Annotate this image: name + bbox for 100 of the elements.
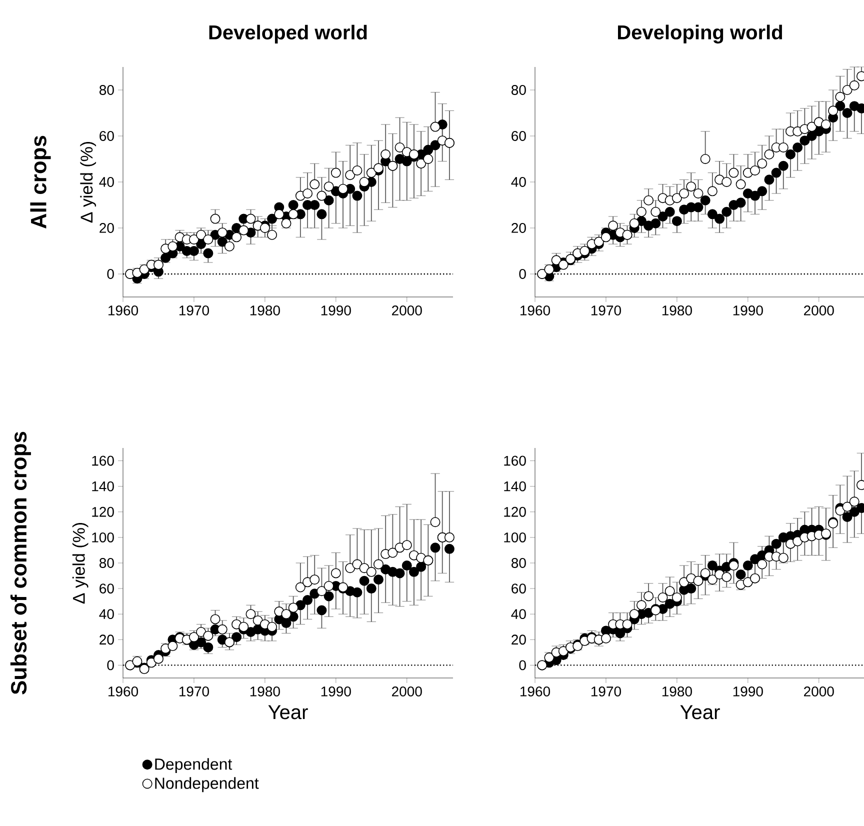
point: [246, 609, 256, 620]
point: [188, 632, 199, 642]
x-tick-label: 1980: [662, 306, 692, 316]
y-tick-label: 60: [512, 584, 526, 594]
point: [444, 532, 454, 542]
point: [316, 586, 327, 596]
point: [806, 130, 817, 141]
point: [771, 168, 782, 178]
point: [842, 108, 852, 118]
point: [658, 211, 668, 222]
point: [224, 241, 234, 252]
point: [664, 586, 675, 596]
y-tick-label: 80: [512, 85, 526, 95]
point: [316, 190, 327, 201]
text: All crops: [30, 136, 51, 229]
point: [402, 156, 412, 166]
point: [160, 252, 171, 263]
point: [736, 179, 746, 190]
point: [217, 624, 228, 634]
text: Subset of common crops: [10, 432, 31, 694]
point: [330, 568, 341, 578]
point: [246, 214, 256, 224]
point: [302, 595, 313, 606]
point: [771, 538, 782, 549]
y-tick-label: 40: [511, 609, 526, 620]
point: [324, 195, 334, 206]
x-tick-label: 1960: [108, 686, 138, 696]
point: [238, 225, 249, 236]
point: [644, 195, 654, 206]
point: [728, 168, 739, 178]
y-tick-label: 60: [100, 584, 114, 594]
y-tick-label: 80: [100, 558, 114, 568]
point: [238, 622, 249, 632]
point: [707, 574, 718, 585]
point: [352, 559, 362, 570]
y-tick-label: 40: [511, 177, 526, 187]
point: [352, 165, 362, 176]
y-tick-label: 40: [99, 609, 114, 620]
point: [750, 573, 760, 584]
point: [338, 184, 348, 194]
point: [324, 591, 334, 602]
point: [629, 609, 640, 620]
point: [672, 193, 682, 204]
point: [764, 174, 774, 185]
point: [394, 142, 405, 152]
x-tick-label: 1980: [250, 686, 280, 696]
point: [366, 584, 376, 594]
y-tick-label: 120: [504, 506, 526, 517]
point: [736, 569, 746, 580]
point: [736, 198, 746, 208]
point: [800, 136, 810, 146]
y-tick-label: 60: [100, 131, 114, 141]
point: [778, 142, 788, 152]
point: [281, 218, 292, 228]
x-tick-label: 1960: [520, 306, 550, 316]
y-tick-label: 80: [100, 85, 114, 95]
point: [792, 536, 803, 546]
y-tick-label: 40: [99, 177, 114, 187]
y-tick-label: 0: [107, 269, 114, 279]
point: [722, 206, 732, 217]
y-tick-label: 0: [107, 660, 114, 670]
point: [757, 186, 768, 196]
point: [629, 218, 640, 228]
y-tick-label: 140: [92, 481, 114, 492]
point: [722, 176, 732, 187]
point: [345, 170, 356, 180]
y-tick-label: 20: [512, 634, 526, 645]
x-tick-label: 1990: [321, 306, 351, 316]
point: [352, 587, 362, 598]
point: [707, 209, 718, 220]
point: [608, 220, 618, 231]
point: [288, 200, 298, 210]
point: [302, 188, 313, 198]
x-tick-label: 1990: [733, 306, 763, 316]
point: [153, 260, 164, 270]
point: [714, 214, 725, 224]
point: [373, 574, 384, 585]
point: [636, 600, 646, 610]
point: [345, 563, 356, 574]
point: [316, 605, 327, 616]
x-tick-label: 1970: [591, 306, 621, 316]
point: [750, 190, 760, 201]
point: [203, 248, 214, 258]
point: [644, 591, 654, 602]
y-tick-label: 80: [512, 558, 526, 568]
point: [750, 165, 760, 176]
point: [544, 652, 554, 663]
point: [785, 149, 796, 160]
x-tick-label: 1990: [321, 686, 351, 696]
legend-label: Dependent: [155, 758, 232, 774]
x-tick-label: 2000: [392, 306, 422, 316]
x-tick-label: 1960: [108, 306, 138, 316]
point: [600, 232, 611, 242]
x-tick-label: 1980: [250, 306, 280, 316]
point: [408, 149, 419, 160]
point: [416, 562, 426, 572]
legend-label: Nondependent: [155, 777, 259, 792]
y-tick-label: 140: [504, 481, 526, 492]
point: [402, 540, 412, 550]
point: [664, 206, 675, 217]
